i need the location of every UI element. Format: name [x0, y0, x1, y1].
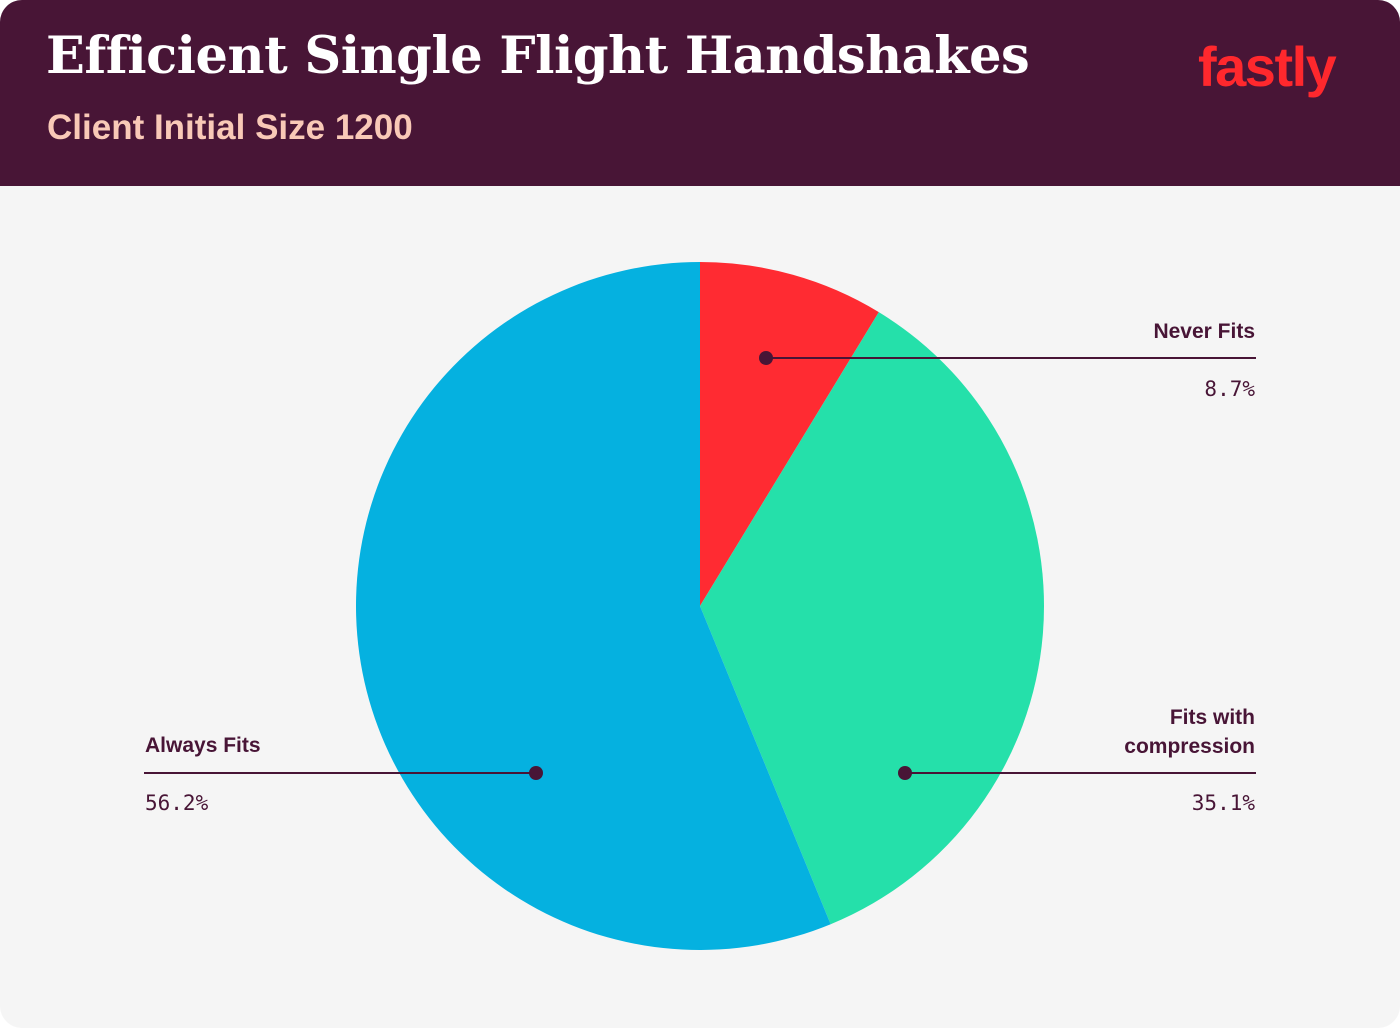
slice-value-fits-with-compression: 35.1%	[1192, 791, 1256, 815]
slice-label-always-fits: Always Fits	[145, 734, 261, 757]
pie-slices	[356, 262, 1044, 950]
callout-dot-always-fits	[529, 766, 543, 780]
slice-label-fits-with-compression: Fits with	[1170, 706, 1255, 729]
fastly-logo: fastly	[1198, 35, 1337, 98]
pie-slice-fits-with-compression	[700, 312, 1044, 925]
chart-title: Efficient Single Flight Handshakes	[46, 26, 1030, 86]
chart-subtitle: Client Initial Size 1200	[47, 108, 413, 147]
slice-value-always-fits: 56.2%	[145, 791, 209, 815]
callout-dot-fits-with-compression	[898, 766, 912, 780]
header-banner: Efficient Single Flight Handshakes Clien…	[0, 0, 1400, 186]
slice-label-fits-with-compression: compression	[1124, 735, 1255, 758]
pie-slice-never-fits	[700, 262, 879, 606]
pie-slice-always-fits	[356, 262, 831, 950]
callout-dot-never-fits	[759, 351, 773, 365]
slice-value-never-fits: 8.7%	[1204, 377, 1255, 401]
slice-label-never-fits: Never Fits	[1153, 320, 1255, 343]
pie-callouts: Never Fits 8.7% Fits with compression 35.1% A…	[144, 320, 1256, 815]
